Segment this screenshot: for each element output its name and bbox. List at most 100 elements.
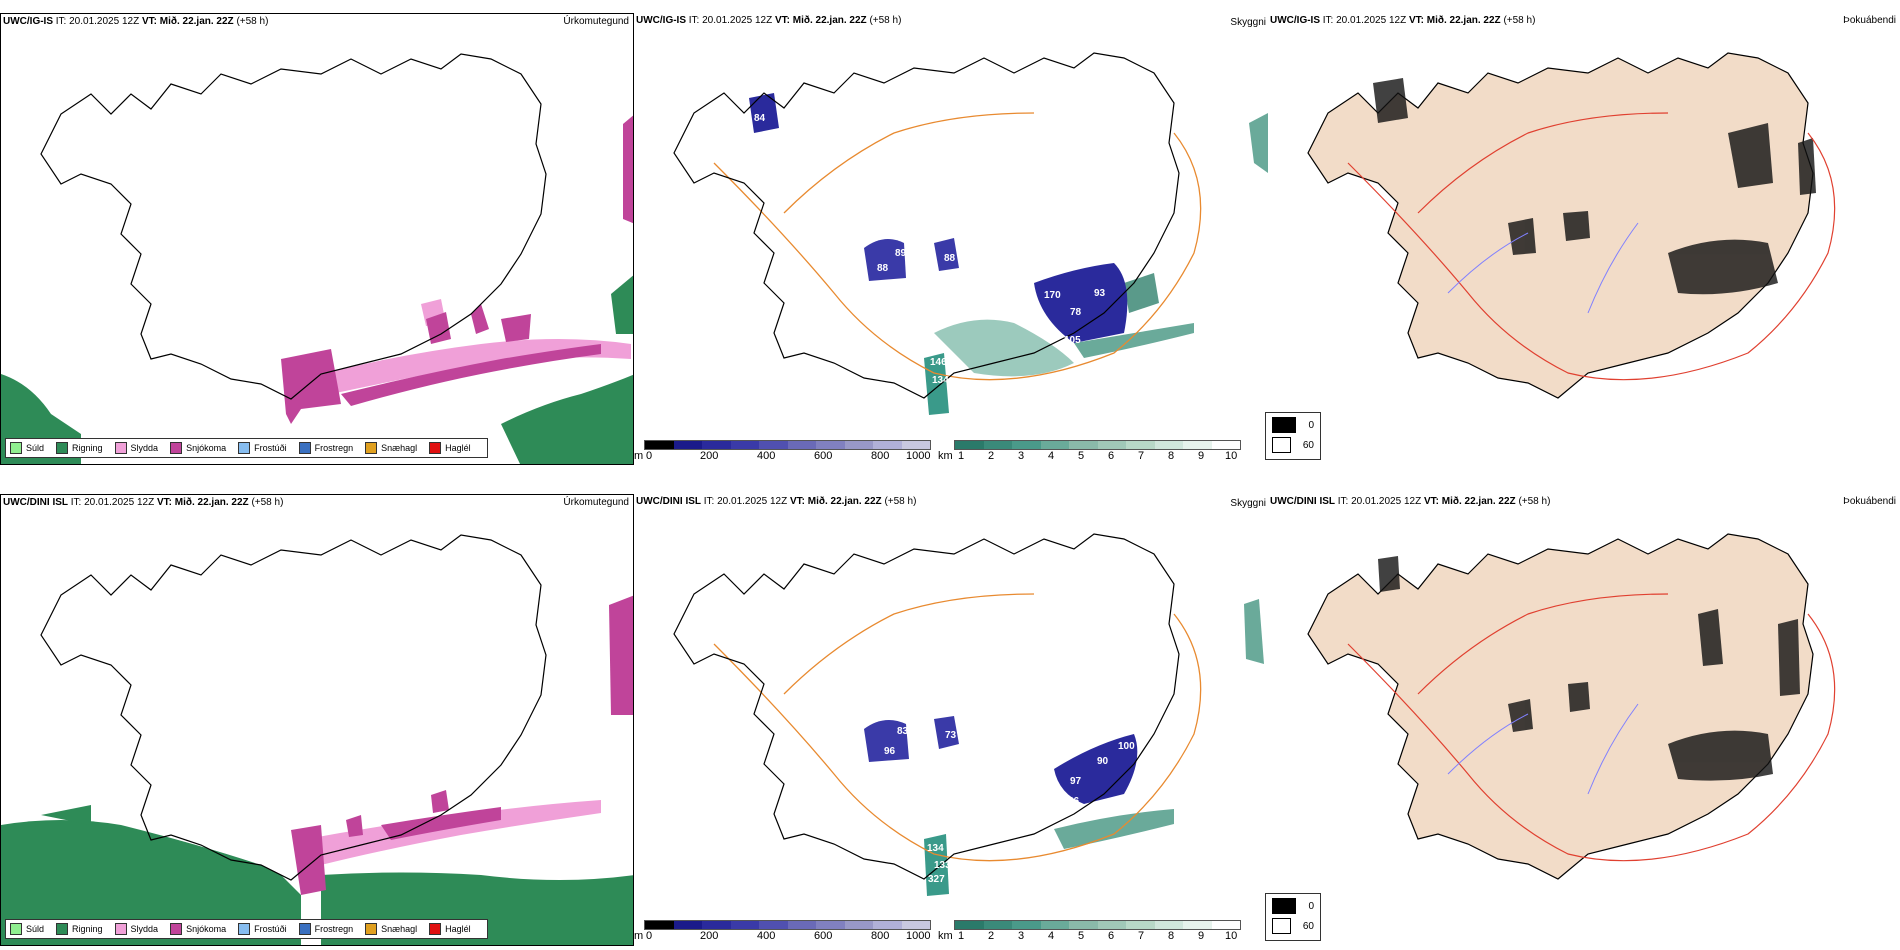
vis-scale-row2: km 1 2 3 4 5 6 7 8 9 10 (938, 918, 1244, 946)
cloud-label: 146 (930, 357, 947, 368)
legend-item-sudl: Súld (10, 442, 44, 454)
cloud-labels-row1: 84 89 88 88 170 93 78 105 146 134 (754, 113, 1106, 386)
title-row1-cloud: UWC/IG-IS IT: 20.01.2025 12Z VT: Mið. 22… (636, 15, 902, 26)
height-scale-row2: m 0 200 400 600 800 1000 (634, 918, 934, 946)
legend-item-hagel: Haglél (429, 442, 471, 454)
fog-land-row1 (1307, 52, 1814, 399)
legend-swatch (429, 442, 442, 454)
title-row2-ptype: UWC/DINI ISL IT: 20.01.2025 12Z VT: Mið.… (3, 497, 284, 508)
vis-scale-row1: km 1 2 3 4 5 6 7 8 9 10 (938, 438, 1244, 465)
fog-map-row2 (1307, 533, 1836, 880)
cloud-label: 105 (1064, 335, 1081, 346)
ptype-title-row1: Úrkomutegund (563, 16, 629, 27)
fog-title-row1: Þokuábendi (1843, 15, 1896, 26)
cloud-label: 88 (877, 263, 889, 274)
snow-area-row1 (281, 115, 633, 424)
legend-item-rigning: Rigning (56, 442, 103, 454)
fog-legend-row2: 0 60 (1265, 893, 1321, 941)
iceland-coastline-row2b (673, 533, 1180, 880)
legend-item-snjokoma: Snjókoma (170, 442, 226, 454)
title-row1-ptype: UWC/IG-IS IT: 20.01.2025 12Z VT: Mið. 22… (3, 16, 268, 27)
fog-swatch-dense (1272, 417, 1297, 433)
cloud-label: 327 (928, 874, 945, 885)
height-colorbar (644, 920, 931, 930)
ptype-title-row2: Úrkomutegund (563, 497, 629, 508)
fog-panel-row1: UWC/IG-IS IT: 20.01.2025 12Z VT: Mið. 22… (1268, 13, 1900, 465)
legend-swatch (56, 442, 69, 454)
cloud-label: 84 (754, 113, 766, 124)
fog-swatch-clear (1272, 437, 1291, 453)
it-value: 20.01.2025 12Z (69, 16, 140, 27)
fog-land-row2 (1307, 533, 1814, 880)
it-label: IT: (55, 16, 67, 27)
vis-area-row2 (1054, 599, 1264, 849)
lead-time: (+58 h) (236, 16, 269, 27)
cloud-area-row1 (749, 93, 1128, 415)
legend-item-snaehagl: Snæhagl (365, 442, 417, 454)
legend-swatch (365, 442, 378, 454)
fog-roads-row1 (1347, 112, 1836, 381)
vis-colorbar (954, 920, 1241, 930)
legend-swatch (238, 442, 251, 454)
legend-swatch (298, 442, 311, 454)
roads-row1 (713, 112, 1202, 381)
cloud-panel-row2: 83 96 73 100 90 97 86 134 133 327 UWC/DI… (634, 494, 1268, 946)
cloud-area-row2 (864, 716, 1138, 896)
legend-item-slydda: Slydda (114, 442, 158, 454)
title-row1-fog: UWC/IG-IS IT: 20.01.2025 12Z VT: Mið. 22… (1270, 15, 1536, 26)
ptype-legend-row2: Súld Rigning Slydda Snjókoma Frostúði Fr… (5, 919, 488, 939)
cloud-label: 96 (884, 746, 896, 757)
roads-row2 (713, 593, 1202, 862)
cloud-label: 133 (934, 860, 951, 871)
fog-title-row2: Þokuábendi (1843, 496, 1896, 507)
cloud-panel-row1: 84 89 88 88 170 93 78 105 146 134 UWC/IG… (634, 13, 1268, 465)
cloud-label: 170 (1044, 290, 1061, 301)
vis-colorbar (954, 440, 1241, 450)
cloud-label: 78 (1070, 307, 1082, 318)
cloud-label: 73 (945, 730, 957, 741)
cloud-label: 90 (1097, 756, 1109, 767)
snow-area-row2 (291, 595, 633, 895)
title-row2-cloud: UWC/DINI ISL IT: 20.01.2025 12Z VT: Mið.… (636, 496, 917, 507)
legend-item-frostregn: Frostregn (298, 442, 353, 454)
legend-swatch (10, 442, 22, 454)
cloud-title-row2: Skyggni (1230, 498, 1266, 509)
fog-map-row1 (1307, 52, 1836, 399)
ptype-panel-row1: UWC/IG-IS IT: 20.01.2025 12Z VT: Mið. 22… (0, 13, 634, 465)
legend-swatch (170, 442, 183, 454)
ptype-panel-row2: UWC/DINI ISL IT: 20.01.2025 12Z VT: Mið.… (0, 494, 634, 946)
cloud-label: 83 (897, 726, 909, 737)
cloud-label: 93 (1094, 288, 1106, 299)
height-colorbar (644, 440, 931, 450)
fog-panel-row2: UWC/DINI ISL IT: 20.01.2025 12Z VT: Mið.… (1268, 494, 1900, 946)
vt-label: VT: (141, 16, 157, 27)
vis-area-row1 (934, 113, 1268, 377)
ptype-map-row2 (1, 534, 633, 945)
cloud-label: 86 (1068, 796, 1080, 807)
height-scale-row1: m 0 200 400 600 800 1000 (634, 438, 934, 465)
ptype-map-row1 (1, 53, 633, 464)
cloud-title-row1: Skyggni (1230, 17, 1266, 28)
sleet-area-row2 (301, 800, 601, 865)
legend-item-frostudi: Frostúði (238, 442, 287, 454)
height-unit: m (634, 450, 644, 462)
legend-swatch (114, 442, 127, 454)
fog-rivers-row1 (1447, 222, 1639, 314)
fog-legend-row1: 0 60 (1265, 412, 1321, 460)
cloud-label: 97 (1070, 776, 1082, 787)
cloud-label: 88 (944, 253, 956, 264)
fog-rivers-row2 (1447, 703, 1639, 795)
cloud-label: 100 (1118, 741, 1135, 752)
fog-roads-row2 (1347, 593, 1836, 862)
iceland-coastline-row2 (40, 534, 547, 881)
fog-patches-row2 (1378, 556, 1800, 781)
title-row2-fog: UWC/DINI ISL IT: 20.01.2025 12Z VT: Mið.… (1270, 496, 1551, 507)
model-label: UWC/IG-IS (3, 16, 53, 27)
vt-value: Mið. 22.jan. 22Z (159, 16, 234, 27)
iceland-coastline-row1b (673, 52, 1180, 399)
cloud-label: 89 (895, 248, 907, 259)
iceland-coastline-row1 (40, 53, 547, 400)
cloud-label: 134 (927, 843, 944, 854)
vis-unit: km (938, 450, 953, 462)
cloud-labels-row2: 83 96 73 100 90 97 86 134 133 327 (884, 726, 1135, 885)
